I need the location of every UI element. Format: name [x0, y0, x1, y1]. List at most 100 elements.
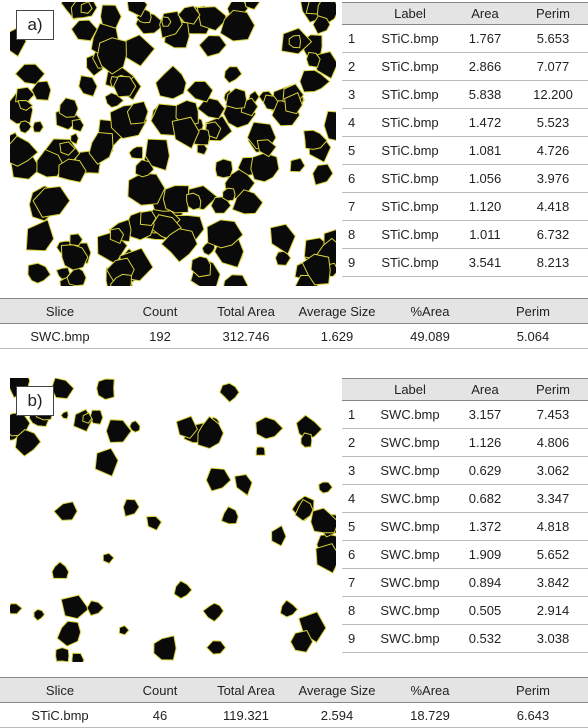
row: 2SWC.bmp1.1264.806	[342, 429, 588, 457]
cell: 1.056	[452, 165, 518, 193]
cell: 1.629	[292, 324, 382, 349]
cell: 4.418	[518, 193, 588, 221]
cell: 5.064	[478, 324, 588, 349]
particle	[197, 144, 207, 155]
particle	[156, 66, 187, 99]
cell: 1	[342, 25, 368, 53]
cell: 119.321	[200, 703, 292, 728]
header-cell: Slice	[0, 678, 120, 703]
particle	[220, 383, 239, 402]
particle	[289, 35, 300, 47]
particle	[33, 121, 43, 132]
header-cell: Average Size	[292, 678, 382, 703]
cell: 9	[342, 249, 368, 277]
particle	[187, 81, 213, 102]
particle	[280, 600, 297, 617]
header-cell: Area	[452, 379, 518, 401]
particle	[235, 475, 252, 496]
header-cell: %Area	[382, 678, 478, 703]
header-cell: Perim	[478, 299, 588, 324]
header-cell: Perim	[518, 3, 588, 25]
cell: 7	[342, 193, 368, 221]
cell: STiC.bmp	[368, 221, 452, 249]
particle	[72, 653, 84, 662]
row: 5SWC.bmp1.3724.818	[342, 513, 588, 541]
cell: 7	[342, 569, 368, 597]
figure: a) LabelAreaPerim1STiC.bmp1.7675.6532STi…	[0, 0, 588, 727]
particle	[52, 378, 74, 399]
particle	[129, 147, 143, 159]
cell: 2	[342, 429, 368, 457]
micrograph-image	[10, 378, 336, 662]
summary-table: SliceCountTotal AreaAverage Size%AreaPer…	[0, 298, 588, 349]
header-cell: Slice	[0, 299, 120, 324]
particle	[154, 636, 176, 660]
cell: 4.726	[518, 137, 588, 165]
cell: SWC.bmp	[368, 625, 452, 653]
particle	[124, 35, 154, 66]
cell: STiC.bmp	[368, 109, 452, 137]
particle	[174, 581, 192, 599]
particle	[97, 379, 115, 400]
cell: 1.081	[452, 137, 518, 165]
cell: 192	[120, 324, 200, 349]
particle	[256, 447, 265, 455]
row: 9STiC.bmp3.5418.213	[342, 249, 588, 277]
cell: 5.838	[452, 81, 518, 109]
cell: 4.806	[518, 429, 588, 457]
header-cell	[342, 3, 368, 25]
cell: SWC.bmp	[368, 541, 452, 569]
particle	[119, 626, 129, 635]
cell: 3.157	[452, 401, 518, 429]
cell: 49.089	[382, 324, 478, 349]
particle	[54, 502, 77, 521]
particle	[324, 111, 336, 142]
cell: SWC.bmp	[368, 485, 452, 513]
cell: 4.818	[518, 513, 588, 541]
panel-label: a)	[16, 10, 54, 40]
particle	[199, 36, 226, 57]
particle	[90, 410, 103, 424]
cell: 1.126	[452, 429, 518, 457]
particle	[198, 417, 224, 449]
cell: 46	[120, 703, 200, 728]
particle	[163, 186, 188, 213]
particle	[79, 76, 97, 97]
cell: 0.505	[452, 597, 518, 625]
particle	[56, 648, 69, 662]
particle	[207, 641, 226, 654]
particle	[272, 526, 286, 546]
cell: SWC.bmp	[368, 429, 452, 457]
particle	[87, 601, 104, 616]
cell: 3.038	[518, 625, 588, 653]
particle	[61, 411, 68, 419]
cell: SWC.bmp	[368, 513, 452, 541]
particle	[311, 508, 336, 533]
cell: 5.523	[518, 109, 588, 137]
particle	[26, 220, 53, 251]
cell: 1.120	[452, 193, 518, 221]
cell: 1.909	[452, 541, 518, 569]
cell: 1.372	[452, 513, 518, 541]
particle-table: LabelAreaPerim1SWC.bmp3.1577.4532SWC.bmp…	[342, 378, 588, 653]
row: 6SWC.bmp1.9095.652	[342, 541, 588, 569]
particle	[128, 173, 165, 205]
particle	[123, 499, 139, 516]
cell: 2.866	[452, 53, 518, 81]
particle	[72, 119, 84, 131]
particle	[221, 507, 238, 524]
cell: STiC.bmp	[368, 193, 452, 221]
particle	[319, 482, 333, 493]
